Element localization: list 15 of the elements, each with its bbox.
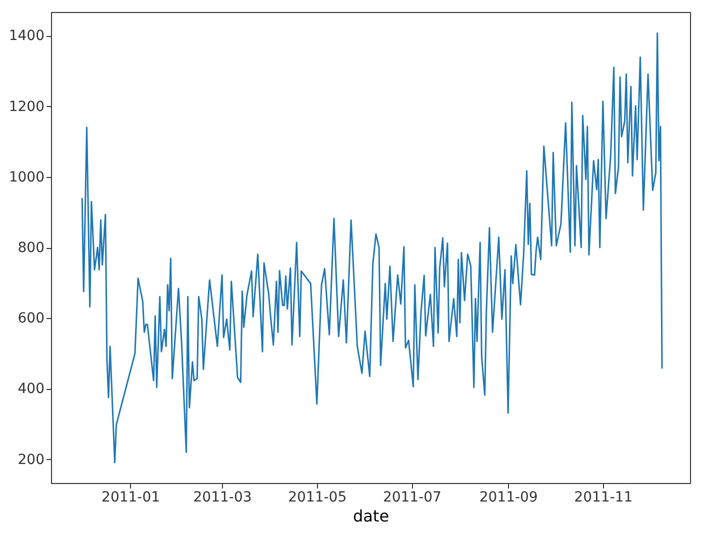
y-tick-label: 800 xyxy=(18,240,44,256)
y-tick-label: 1200 xyxy=(8,98,44,115)
x-tick-label: 2011-09 xyxy=(479,490,538,506)
y-tick-label: 400 xyxy=(18,381,44,398)
x-tick-label: 2011-03 xyxy=(193,490,252,506)
line-series xyxy=(81,32,663,464)
x-tick-label: 2011-11 xyxy=(574,490,633,506)
y-tick-label: 200 xyxy=(18,452,44,468)
x-tick-label: 2011-05 xyxy=(288,490,347,506)
y-tick-label: 1000 xyxy=(8,169,44,186)
y-tick-label: 600 xyxy=(18,310,44,327)
x-tick-label: 2011-07 xyxy=(382,490,442,506)
x-tick-label: 2011-01 xyxy=(102,490,160,506)
y-tick-label: 1400 xyxy=(8,28,44,44)
x-axis-title: date xyxy=(352,506,390,526)
